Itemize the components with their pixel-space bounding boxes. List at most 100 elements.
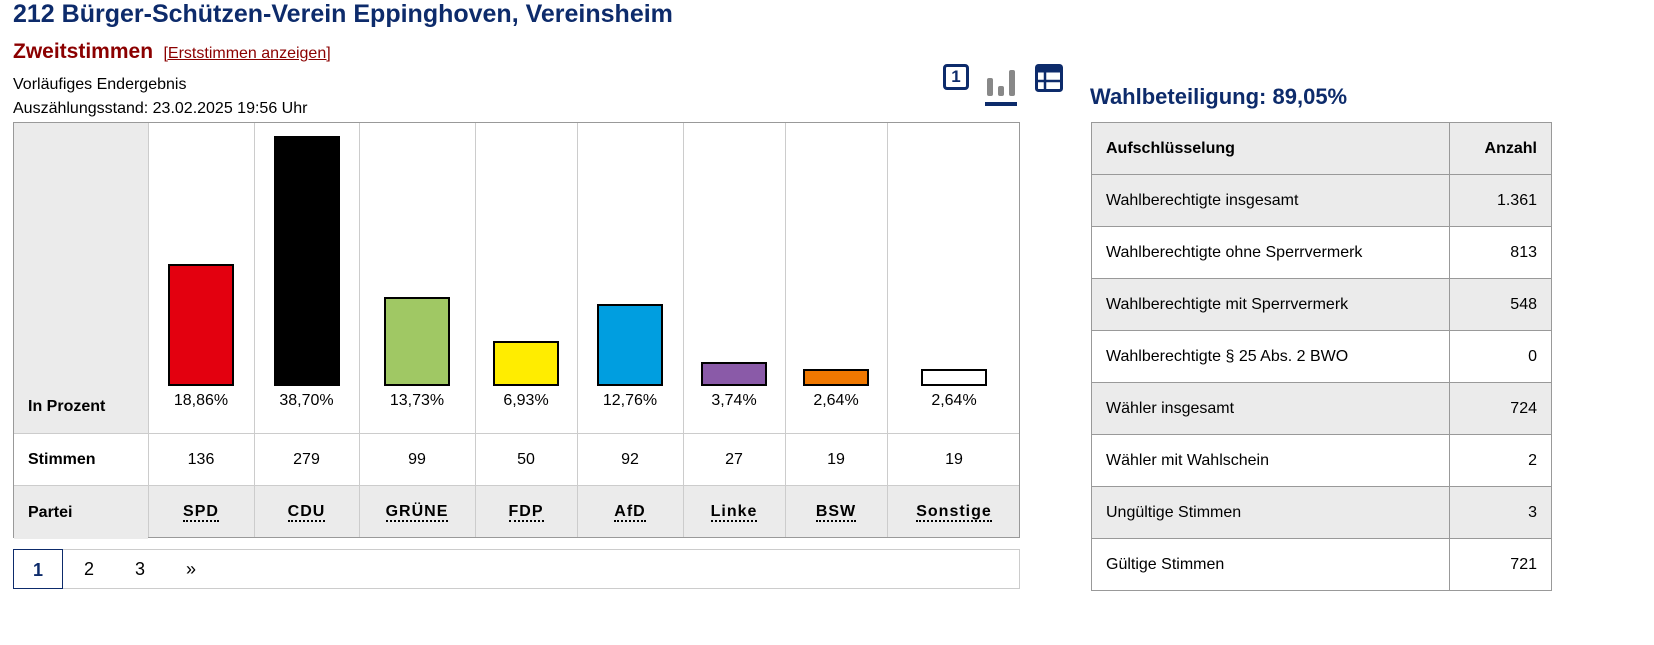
section-header: Zweitstimmen [Erststimmen anzeigen] xyxy=(13,40,331,64)
row-label-party: Partei xyxy=(28,504,73,521)
pagination: 1 2 3 » xyxy=(13,549,1020,589)
stat-value: 3 xyxy=(1449,486,1552,539)
votes-value: 19 xyxy=(945,451,963,468)
stat-value: 813 xyxy=(1449,226,1552,279)
column-divider xyxy=(359,123,360,537)
party-name: AfD xyxy=(614,503,646,522)
stat-label: Wähler insgesamt xyxy=(1091,382,1450,435)
stats-header-count: Anzahl xyxy=(1449,122,1552,175)
table-view-icon[interactable] xyxy=(1035,64,1063,92)
party-name: Sonstige xyxy=(916,503,992,522)
page-1[interactable]: 1 xyxy=(13,549,63,589)
row-header-bg xyxy=(14,485,148,539)
turnout-heading: Wahlbeteiligung: 89,05% xyxy=(1090,84,1348,109)
percent-label: 2,64% xyxy=(931,392,977,409)
bar-afd xyxy=(597,303,663,386)
row-header-bg xyxy=(14,433,148,485)
votes-value: 279 xyxy=(293,451,320,468)
results-chart: In Prozent Stimmen Partei 18,86% 136 SPD 38… xyxy=(13,122,1020,539)
party-label[interactable]: BSW xyxy=(786,503,886,522)
percent-label: 6,93% xyxy=(503,392,549,409)
stat-value: 548 xyxy=(1449,278,1552,331)
party-label[interactable]: Linke xyxy=(684,503,784,522)
stat-label: Wahlberechtigte mit Sperrvermerk xyxy=(1091,278,1450,331)
stat-label: Wahlberechtigte § 25 Abs. 2 BWO xyxy=(1091,330,1450,383)
table-row: Wahlberechtigte insgesamt 1.361 xyxy=(1091,174,1552,227)
stat-value: 2 xyxy=(1449,434,1552,487)
party-name: SPD xyxy=(183,503,219,522)
party-row-bg xyxy=(148,486,1019,537)
votes-value: 136 xyxy=(187,451,215,468)
stat-value: 0 xyxy=(1449,330,1552,383)
percent-label: 13,73% xyxy=(389,392,445,409)
stat-label: Wahlberechtigte ohne Sperrvermerk xyxy=(1091,226,1450,279)
votes-value: 19 xyxy=(827,451,845,468)
stats-table: Aufschlüsselung Anzahl Wahlberechtigte i… xyxy=(1091,122,1552,591)
single-view-icon[interactable]: 1 xyxy=(943,64,969,90)
percent-label: 3,74% xyxy=(711,392,757,409)
bar-spd xyxy=(168,264,234,386)
row-label-votes: Stimmen xyxy=(28,451,96,468)
section-title: Zweitstimmen xyxy=(13,40,154,63)
column-divider xyxy=(887,123,888,537)
count-timestamp: Auszählungsstand: 23.02.2025 19:56 Uhr xyxy=(13,100,308,117)
party-label[interactable]: CDU xyxy=(257,503,357,522)
bar-cdu xyxy=(273,136,340,386)
stat-value: 724 xyxy=(1449,382,1552,435)
stat-value: 721 xyxy=(1449,538,1552,591)
page-title: 212 Bürger-Schützen-Verein Eppinghoven, … xyxy=(13,0,673,28)
party-name: GRÜNE xyxy=(385,503,449,522)
row-divider xyxy=(14,433,1019,434)
page-2[interactable]: 2 xyxy=(83,559,94,579)
bar-grüne xyxy=(384,297,450,386)
party-label[interactable]: Sonstige xyxy=(904,503,1004,522)
result-status: Vorläufiges Endergebnis xyxy=(13,76,187,93)
stat-label: Gültige Stimmen xyxy=(1091,538,1450,591)
erststimmen-link[interactable]: [Erststimmen anzeigen] xyxy=(163,45,331,62)
percent-label: 38,70% xyxy=(279,392,334,409)
table-row: Ungültige Stimmen 3 xyxy=(1091,486,1552,539)
votes-value: 27 xyxy=(725,451,743,468)
table-row: Gültige Stimmen 721 xyxy=(1091,538,1552,591)
table-row: Wähler mit Wahlschein 2 xyxy=(1091,434,1552,487)
column-divider xyxy=(475,123,476,537)
percent-label: 12,76% xyxy=(602,392,658,409)
party-name: CDU xyxy=(287,503,326,522)
votes-value: 50 xyxy=(517,451,535,468)
row-label-percent: In Prozent xyxy=(28,398,106,415)
stat-label: Ungültige Stimmen xyxy=(1091,486,1450,539)
party-name: Linke xyxy=(710,503,758,522)
column-divider xyxy=(683,123,684,537)
party-label[interactable]: AfD xyxy=(580,503,680,522)
bar-linke xyxy=(701,361,767,386)
percent-label: 2,64% xyxy=(813,392,859,409)
votes-value: 92 xyxy=(621,451,639,468)
party-name: FDP xyxy=(508,503,544,522)
table-row: Wahlberechtigte ohne Sperrvermerk 813 xyxy=(1091,226,1552,279)
bar-chart-icon[interactable] xyxy=(985,64,1017,106)
stat-value: 1.361 xyxy=(1449,174,1552,227)
column-divider xyxy=(254,123,255,537)
next-page[interactable]: » xyxy=(185,559,196,579)
percent-label: 18,86% xyxy=(173,392,229,409)
page-3[interactable]: 3 xyxy=(134,559,145,579)
bar-bsw xyxy=(803,368,869,386)
row-header-bg xyxy=(14,123,148,433)
party-label[interactable]: SPD xyxy=(151,503,251,522)
bar-sonstige xyxy=(921,368,987,386)
party-label[interactable]: FDP xyxy=(476,503,576,522)
party-name: BSW xyxy=(815,503,857,522)
stat-label: Wahlberechtigte insgesamt xyxy=(1091,174,1450,227)
table-row: Wahlberechtigte § 25 Abs. 2 BWO 0 xyxy=(1091,330,1552,383)
column-divider xyxy=(577,123,578,537)
votes-value: 99 xyxy=(408,451,426,468)
table-row: Wähler insgesamt 724 xyxy=(1091,382,1552,435)
column-divider xyxy=(785,123,786,537)
column-divider xyxy=(148,123,149,537)
stat-label: Wähler mit Wahlschein xyxy=(1091,434,1450,487)
row-divider xyxy=(14,485,1019,486)
stats-header-label: Aufschlüsselung xyxy=(1091,122,1450,175)
bar-fdp xyxy=(493,341,559,386)
party-label[interactable]: GRÜNE xyxy=(367,503,467,522)
table-row: Wahlberechtigte mit Sperrvermerk 548 xyxy=(1091,278,1552,331)
